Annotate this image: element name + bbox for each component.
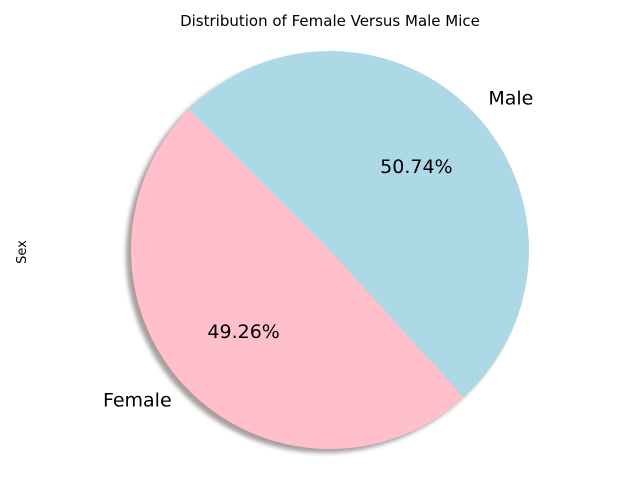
pie-slices-group	[126, 50, 530, 453]
slice-percent-male: 50.74%	[380, 156, 452, 178]
pie-labels-group: Female 49.26% Male 50.74%	[103, 87, 533, 411]
slice-percent-female: 49.26%	[207, 321, 279, 343]
pie-slice-male	[189, 50, 530, 398]
chart-title: Distribution of Female Versus Male Mice	[180, 12, 480, 30]
slice-label-male: Male	[488, 87, 533, 109]
slice-label-female: Female	[103, 390, 172, 412]
y-axis-label: Sex	[15, 240, 30, 264]
pie-slice-female	[131, 109, 465, 449]
